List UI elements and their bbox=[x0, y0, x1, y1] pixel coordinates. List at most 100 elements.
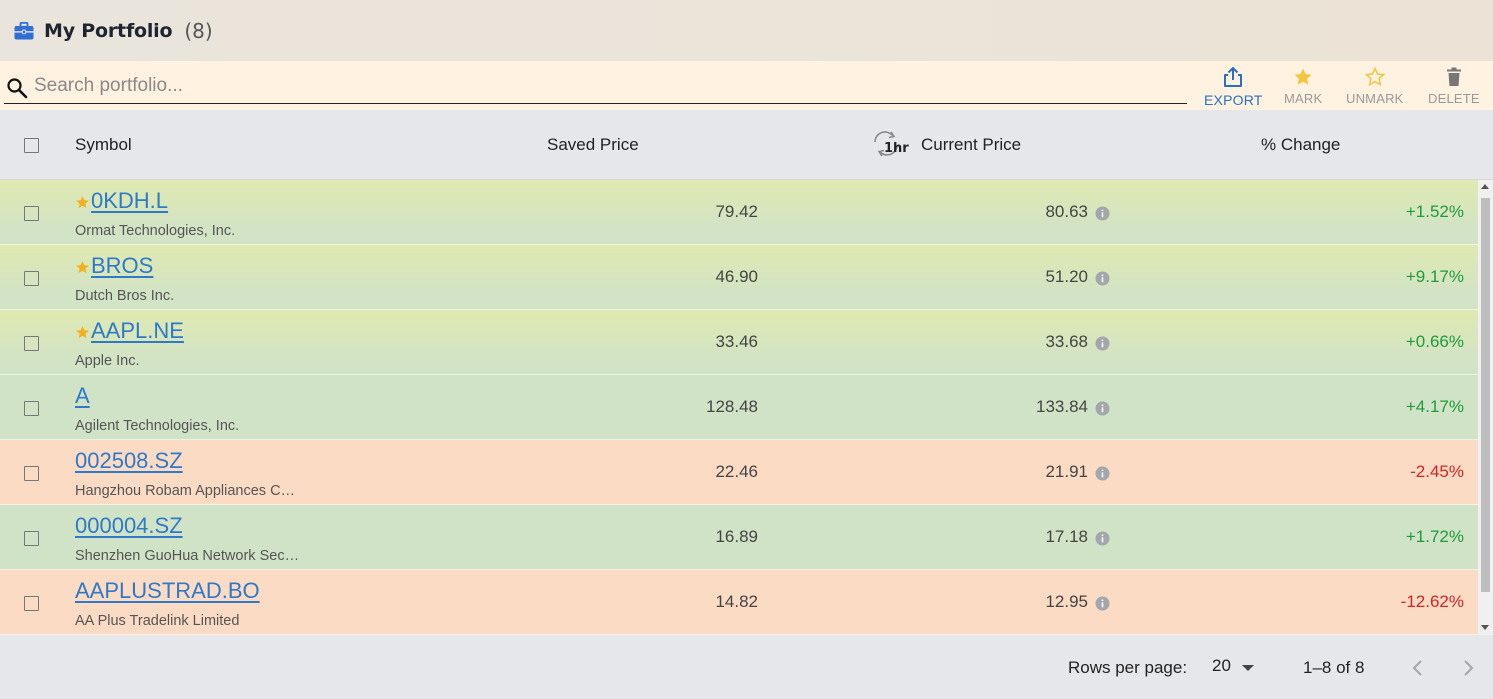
current-price: 33.68 bbox=[1045, 332, 1088, 351]
current-price: 80.63 bbox=[1045, 202, 1088, 221]
company-name: Dutch Bros Inc. bbox=[75, 288, 175, 304]
row-checkbox[interactable] bbox=[24, 206, 39, 221]
percent-change: +1.52% bbox=[1405, 202, 1464, 221]
table-row[interactable]: 002508.SZ Hangzhou Robam Appliances Co., … bbox=[0, 440, 1478, 505]
company-name: Agilent Technologies, Inc. bbox=[75, 418, 240, 434]
current-price: 17.18 bbox=[1045, 527, 1088, 546]
refresh-icon bbox=[874, 131, 898, 157]
star-icon bbox=[76, 260, 89, 273]
table-row[interactable]: 0KDH.L Ormat Technologies, Inc. 79.42 80.63… bbox=[0, 180, 1478, 245]
star-icon bbox=[76, 195, 89, 208]
saved-price: 33.46 bbox=[715, 332, 758, 351]
symbol-link[interactable]: AAPLUSTRAD.BO bbox=[75, 578, 260, 603]
percent-change: -2.45% bbox=[1410, 462, 1464, 481]
delete-button[interactable]: DELETE bbox=[1428, 66, 1480, 106]
company-name: Shenzhen GuoHua Network Security Technol… bbox=[75, 548, 300, 564]
search-bar bbox=[4, 69, 1187, 104]
symbol-cell: A bbox=[75, 383, 90, 409]
select-all-cell bbox=[24, 110, 39, 180]
scroll-up-arrow-icon[interactable] bbox=[1481, 184, 1489, 189]
vertical-scrollbar[interactable] bbox=[1478, 180, 1493, 635]
info-icon[interactable] bbox=[1095, 271, 1110, 286]
saved-price: 46.90 bbox=[715, 267, 758, 286]
refresh-interval-label: 1hr bbox=[884, 141, 909, 156]
percent-change: -12.62% bbox=[1400, 592, 1464, 611]
symbol-link[interactable]: 002508.SZ bbox=[75, 448, 183, 473]
info-icon[interactable] bbox=[1095, 596, 1110, 611]
select-all-checkbox[interactable] bbox=[24, 137, 39, 153]
percent-change: +4.17% bbox=[1405, 397, 1464, 416]
mark-label: MARK bbox=[1284, 91, 1323, 106]
column-header-current-price: 1hr Current Price bbox=[870, 110, 1021, 180]
column-header-change[interactable]: % Change bbox=[1261, 135, 1341, 154]
symbol-cell: BROS bbox=[75, 253, 153, 279]
row-checkbox[interactable] bbox=[24, 271, 39, 286]
company-name: Apple Inc. bbox=[75, 353, 140, 369]
symbol-cell: AAPL.NE bbox=[75, 318, 184, 344]
delete-label: DELETE bbox=[1428, 91, 1480, 106]
rows-per-page-label: Rows per page: bbox=[1068, 658, 1188, 677]
table-body: 0KDH.L Ormat Technologies, Inc. 79.42 80.63… bbox=[0, 180, 1478, 635]
export-button[interactable]: EXPORT bbox=[1204, 66, 1263, 108]
percent-change: +9.17% bbox=[1405, 267, 1464, 286]
page-range: 1–8 of 8 bbox=[1303, 658, 1365, 677]
symbol-cell: 000004.SZ bbox=[75, 513, 183, 539]
rows-per-page-value: 20 bbox=[1212, 656, 1231, 675]
current-price-label[interactable]: Current Price bbox=[921, 135, 1022, 154]
table-header: Symbol Saved Price 1hr Current Price % C… bbox=[0, 110, 1493, 180]
search-input[interactable] bbox=[34, 71, 1174, 101]
symbol-link[interactable]: BROS bbox=[91, 253, 154, 278]
info-icon[interactable] bbox=[1095, 531, 1110, 546]
table-row[interactable]: AAPLUSTRAD.BO AA Plus Tradelink Limited 14… bbox=[0, 570, 1478, 635]
export-label: EXPORT bbox=[1204, 92, 1263, 108]
unmark-button[interactable]: UNMARK bbox=[1346, 66, 1404, 106]
percent-change: +0.66% bbox=[1405, 332, 1464, 351]
pagination-bar: Rows per page: 20 1–8 of 8 bbox=[0, 635, 1493, 699]
current-price: 21.91 bbox=[1045, 462, 1088, 481]
row-checkbox[interactable] bbox=[24, 336, 39, 351]
chevron-left-icon[interactable] bbox=[1410, 657, 1426, 679]
dropdown-caret-icon bbox=[1241, 664, 1254, 671]
star-outline-icon bbox=[1364, 66, 1385, 87]
star-filled-icon bbox=[1294, 68, 1312, 85]
share-icon bbox=[1224, 67, 1243, 87]
table-row[interactable]: BROS Dutch Bros Inc. 46.90 51.20 +9.17% bbox=[0, 245, 1478, 310]
star-icon bbox=[76, 325, 89, 338]
search-icon bbox=[7, 78, 28, 99]
briefcase-icon bbox=[14, 21, 34, 39]
symbol-cell: AAPLUSTRAD.BO bbox=[75, 578, 260, 604]
info-icon[interactable] bbox=[1095, 336, 1110, 351]
scroll-down-arrow-icon[interactable] bbox=[1481, 625, 1489, 630]
saved-price: 22.46 bbox=[715, 462, 758, 481]
saved-price: 16.89 bbox=[715, 527, 758, 546]
row-checkbox[interactable] bbox=[24, 401, 39, 416]
info-icon[interactable] bbox=[1095, 401, 1110, 416]
percent-change: +1.72% bbox=[1405, 527, 1464, 546]
info-icon[interactable] bbox=[1095, 206, 1110, 221]
column-header-symbol[interactable]: Symbol bbox=[75, 135, 132, 154]
current-price: 12.95 bbox=[1045, 592, 1088, 611]
table-row[interactable]: AAPL.NE Apple Inc. 33.46 33.68 +0.66% bbox=[0, 310, 1478, 375]
row-checkbox[interactable] bbox=[24, 466, 39, 481]
refresh-interval-button[interactable]: 1hr bbox=[870, 128, 910, 162]
symbol-link[interactable]: 0KDH.L bbox=[91, 188, 169, 213]
chevron-right-icon[interactable] bbox=[1460, 657, 1476, 679]
table-row[interactable]: A Agilent Technologies, Inc. 128.48 133.84 +… bbox=[0, 375, 1478, 440]
symbol-link[interactable]: AAPL.NE bbox=[91, 318, 184, 343]
saved-price: 14.82 bbox=[715, 592, 758, 611]
row-checkbox[interactable] bbox=[24, 596, 39, 611]
portfolio-count: (8) bbox=[184, 18, 213, 43]
current-price: 133.84 bbox=[1036, 397, 1088, 416]
rows-per-page-select[interactable]: 20 bbox=[1212, 656, 1254, 676]
saved-price: 79.42 bbox=[715, 202, 758, 221]
title-bar: My Portfolio (8) bbox=[0, 0, 1493, 61]
scroll-thumb[interactable] bbox=[1481, 198, 1490, 592]
mark-button[interactable]: MARK bbox=[1284, 66, 1322, 106]
symbol-link[interactable]: 000004.SZ bbox=[75, 513, 183, 538]
table-row[interactable]: 000004.SZ Shenzhen GuoHua Network Securit… bbox=[0, 505, 1478, 570]
row-checkbox[interactable] bbox=[24, 531, 39, 546]
column-header-saved-price[interactable]: Saved Price bbox=[547, 135, 639, 154]
info-icon[interactable] bbox=[1095, 466, 1110, 481]
page-title: My Portfolio bbox=[44, 19, 173, 42]
symbol-link[interactable]: A bbox=[75, 383, 90, 408]
